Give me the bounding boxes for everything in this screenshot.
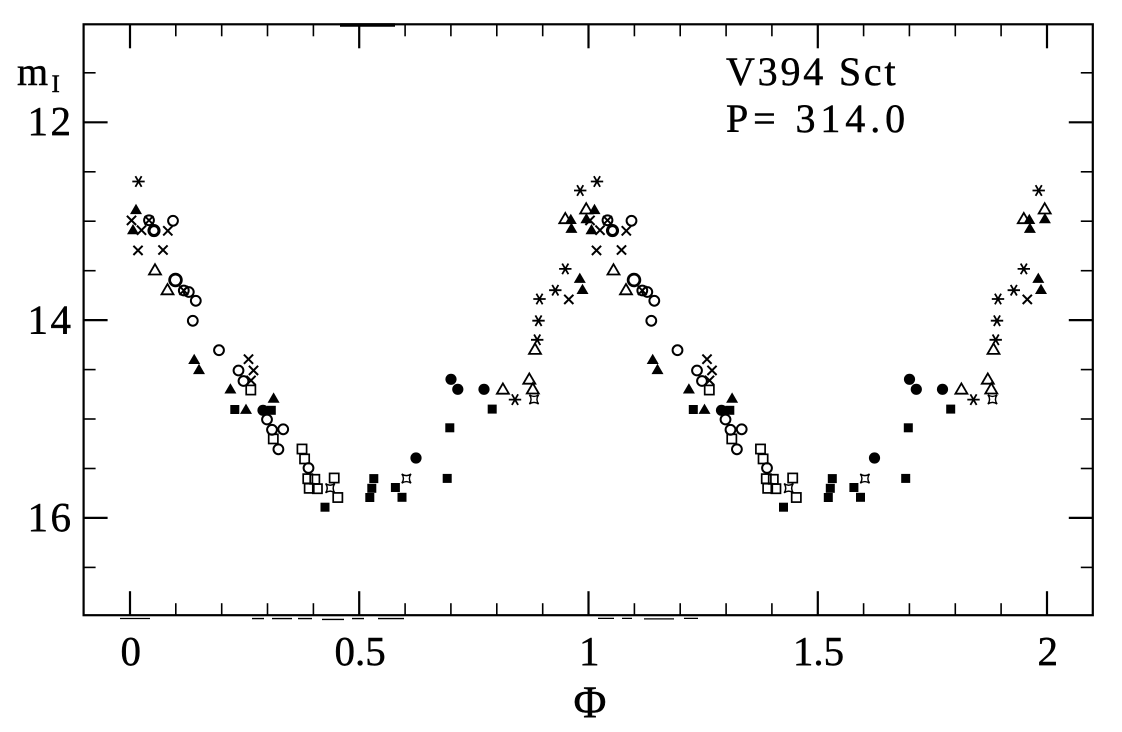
svg-text:Φ: Φ [574, 678, 607, 728]
svg-text:1: 1 [579, 628, 600, 674]
svg-text:2: 2 [1038, 628, 1059, 674]
svg-text:1.5: 1.5 [793, 628, 844, 674]
svg-text:16: 16 [28, 494, 74, 540]
svg-text:0: 0 [121, 628, 142, 674]
svg-text:12: 12 [28, 98, 74, 144]
svg-text:0.5: 0.5 [334, 628, 385, 674]
svg-text:m: m [17, 49, 48, 94]
svg-text:I: I [52, 71, 60, 98]
svg-text:V394 Sct: V394 Sct [726, 49, 898, 94]
svg-text:P= 314.0: P= 314.0 [726, 96, 910, 141]
svg-text:14: 14 [28, 297, 74, 343]
